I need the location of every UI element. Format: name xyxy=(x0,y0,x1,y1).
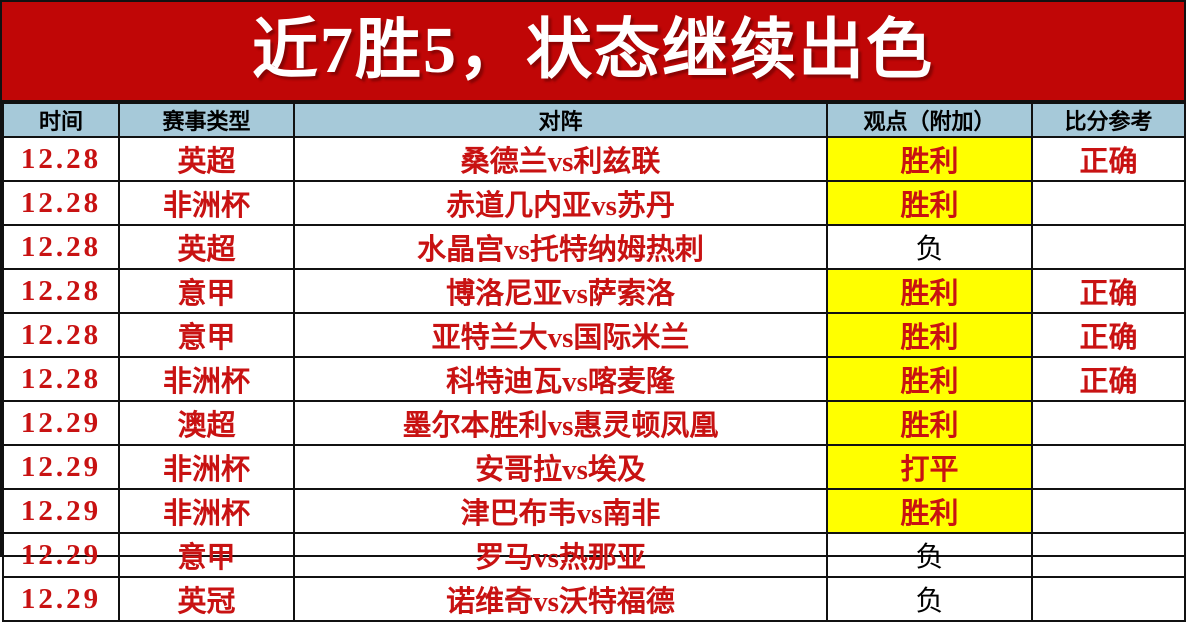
cell-pick: 打平 xyxy=(826,444,1033,490)
cell-date: 12.28 xyxy=(2,180,120,226)
cell-match: 水晶宫vs托特纳姆热刺 xyxy=(293,224,828,270)
cell-date: 12.29 xyxy=(2,444,120,490)
cell-date: 12.28 xyxy=(2,224,120,270)
cell-date: 12.29 xyxy=(2,532,120,578)
cell-match: 赤道几内亚vs苏丹 xyxy=(293,180,828,226)
table-row: 12.29 意甲 罗马vs热那亚 负 xyxy=(2,532,1186,578)
page-title: 近7胜5，状态继续出色 xyxy=(252,14,934,87)
cell-result: 正确 xyxy=(1031,312,1186,358)
cell-match: 桑德兰vs利兹联 xyxy=(293,136,828,182)
cell-result xyxy=(1031,180,1186,226)
cell-pick: 胜利 xyxy=(826,268,1033,314)
table-row: 12.28 英超 桑德兰vs利兹联 胜利 正确 xyxy=(2,136,1186,182)
cell-pick: 负 xyxy=(826,532,1033,578)
cell-result xyxy=(1031,532,1186,578)
cell-match: 津巴布韦vs南非 xyxy=(293,488,828,534)
cell-result: 正确 xyxy=(1031,268,1186,314)
cell-date: 12.29 xyxy=(2,488,120,534)
cell-match: 科特迪瓦vs喀麦隆 xyxy=(293,356,828,402)
cell-result xyxy=(1031,224,1186,270)
cell-pick: 胜利 xyxy=(826,356,1033,402)
column-header-match: 对阵 xyxy=(293,102,828,138)
table-row: 12.28 英超 水晶宫vs托特纳姆热刺 负 xyxy=(2,224,1186,270)
cell-league: 英超 xyxy=(118,224,295,270)
cell-pick: 胜利 xyxy=(826,400,1033,446)
cell-pick: 胜利 xyxy=(826,488,1033,534)
title-banner: 近7胜5，状态继续出色 xyxy=(2,2,1184,102)
cell-league: 非洲杯 xyxy=(118,444,295,490)
cell-pick: 胜利 xyxy=(826,136,1033,182)
cell-league: 澳超 xyxy=(118,400,295,446)
cell-pick: 胜利 xyxy=(826,312,1033,358)
cell-match: 安哥拉vs埃及 xyxy=(293,444,828,490)
table-row: 12.29 非洲杯 安哥拉vs埃及 打平 xyxy=(2,444,1186,490)
cell-match: 罗马vs热那亚 xyxy=(293,532,828,578)
cell-league: 意甲 xyxy=(118,268,295,314)
table-row: 12.29 非洲杯 津巴布韦vs南非 胜利 xyxy=(2,488,1186,534)
table-row: 12.28 意甲 亚特兰大vs国际米兰 胜利 正确 xyxy=(2,312,1186,358)
cell-result: 正确 xyxy=(1031,136,1186,182)
cell-pick: 胜利 xyxy=(826,180,1033,226)
table-row: 12.28 非洲杯 科特迪瓦vs喀麦隆 胜利 正确 xyxy=(2,356,1186,402)
cell-league: 英冠 xyxy=(118,576,295,622)
table-row: 12.28 非洲杯 赤道几内亚vs苏丹 胜利 xyxy=(2,180,1186,226)
cell-result xyxy=(1031,400,1186,446)
column-header-league: 赛事类型 xyxy=(118,102,295,138)
cell-league: 非洲杯 xyxy=(118,356,295,402)
cell-match: 博洛尼亚vs萨索洛 xyxy=(293,268,828,314)
cell-league: 非洲杯 xyxy=(118,488,295,534)
table-row: 12.29 澳超 墨尔本胜利vs惠灵顿凤凰 胜利 xyxy=(2,400,1186,446)
cell-result xyxy=(1031,576,1186,622)
cell-pick: 负 xyxy=(826,576,1033,622)
cell-league: 意甲 xyxy=(118,532,295,578)
predictions-table: 时间 赛事类型 对阵 观点（附加） 比分参考 12.28 英超 桑德兰vs利兹联… xyxy=(2,102,1186,622)
cell-match: 诺维奇vs沃特福德 xyxy=(293,576,828,622)
cell-date: 12.28 xyxy=(2,356,120,402)
column-header-result: 比分参考 xyxy=(1031,102,1186,138)
cell-league: 英超 xyxy=(118,136,295,182)
column-header-pick: 观点（附加） xyxy=(826,102,1033,138)
cell-result xyxy=(1031,444,1186,490)
cell-result: 正确 xyxy=(1031,356,1186,402)
cell-date: 12.28 xyxy=(2,312,120,358)
cell-league: 意甲 xyxy=(118,312,295,358)
cell-date: 12.28 xyxy=(2,268,120,314)
column-header-time: 时间 xyxy=(2,102,120,138)
table-header-row: 时间 赛事类型 对阵 观点（附加） 比分参考 xyxy=(2,102,1186,138)
cell-league: 非洲杯 xyxy=(118,180,295,226)
cell-date: 12.29 xyxy=(2,400,120,446)
table-row: 12.29 英冠 诺维奇vs沃特福德 负 xyxy=(2,576,1186,622)
table-row: 12.28 意甲 博洛尼亚vs萨索洛 胜利 正确 xyxy=(2,268,1186,314)
cell-date: 12.29 xyxy=(2,576,120,622)
cell-match: 墨尔本胜利vs惠灵顿凤凰 xyxy=(293,400,828,446)
cell-date: 12.28 xyxy=(2,136,120,182)
cell-result xyxy=(1031,488,1186,534)
cell-pick: 负 xyxy=(826,224,1033,270)
cell-match: 亚特兰大vs国际米兰 xyxy=(293,312,828,358)
